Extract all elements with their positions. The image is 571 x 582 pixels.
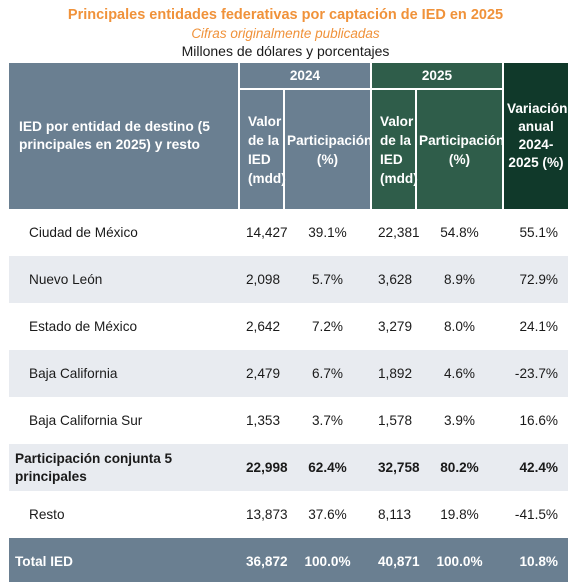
- annual-variation: 55.1%: [503, 209, 568, 256]
- total-label: Total IED: [9, 538, 239, 582]
- entity-name: Ciudad de México: [9, 209, 239, 256]
- share-2025: 4.6%: [416, 350, 503, 397]
- share-2025: 19.8%: [416, 491, 503, 538]
- table-row: Estado de México 2,642 7.2% 3,279 8.0% 2…: [9, 303, 568, 350]
- share-2024: 6.7%: [284, 350, 371, 397]
- report-title: Principales entidades federativas por ca…: [67, 7, 504, 23]
- variation-header: Variación anual 2024-2025 (%): [502, 63, 568, 209]
- value-2025: 32,758: [371, 444, 420, 491]
- entity-name: Resto: [9, 491, 239, 538]
- table-row-total: Total IED 36,872 100.0% 40,871 100.0% 10…: [9, 538, 568, 582]
- share-2024: 39.1%: [284, 209, 371, 256]
- report-subtitle: Cifras originalmente publicadas: [191, 26, 380, 41]
- share-2025: 54.8%: [416, 209, 503, 256]
- share-2025: 8.0%: [416, 303, 503, 350]
- year-2025-header: 2025: [370, 63, 503, 89]
- value-2025: 3,628: [371, 256, 416, 303]
- value-2024: 14,427: [239, 209, 288, 256]
- value-2025: 22,381: [371, 209, 420, 256]
- value-2024: 2,098: [239, 256, 284, 303]
- share-2024: 5.7%: [284, 256, 371, 303]
- share-2024: 37.6%: [284, 491, 371, 538]
- value-2025: 3,279: [371, 303, 416, 350]
- value-2024: 2,479: [239, 350, 284, 397]
- value-2025: 1,892: [371, 350, 416, 397]
- value-2024: 22,998: [239, 444, 288, 491]
- row-header-label: IED por entidad de destino (5 principale…: [9, 63, 239, 209]
- value-2024: 13,873: [239, 491, 288, 538]
- ied-table: IED por entidad de destino (5 principale…: [9, 63, 568, 582]
- value-2024: 1,353: [239, 397, 284, 444]
- share-2025-header: Participación (%): [415, 88, 504, 209]
- annual-variation: 42.4%: [503, 444, 568, 491]
- entity-name: Baja California Sur: [9, 397, 239, 444]
- table-row: Nuevo León 2,098 5.7% 3,628 8.9% 72.9%: [9, 256, 568, 303]
- total-share-2024: 100.0%: [284, 538, 371, 582]
- share-2024: 7.2%: [284, 303, 371, 350]
- table-row: Resto 13,873 37.6% 8,113 19.8% -41.5%: [9, 491, 568, 538]
- annual-variation: 72.9%: [503, 256, 568, 303]
- annual-variation: -41.5%: [503, 491, 568, 538]
- annual-variation: 24.1%: [503, 303, 568, 350]
- value-2025: 8,113: [371, 491, 416, 538]
- share-2024: 62.4%: [284, 444, 371, 491]
- entity-name: Participación conjunta 5 principales: [9, 444, 239, 491]
- total-variation: 10.8%: [503, 538, 568, 582]
- entity-name: Estado de México: [9, 303, 239, 350]
- value-2024-header: Valor de la IED (mdd): [238, 88, 286, 209]
- share-2024: 3.7%: [284, 397, 371, 444]
- total-share-2025: 100.0%: [416, 538, 503, 582]
- share-2025: 8.9%: [416, 256, 503, 303]
- share-2025: 3.9%: [416, 397, 503, 444]
- entity-name: Baja California: [9, 350, 239, 397]
- table-row: Baja California 2,479 6.7% 1,892 4.6% -2…: [9, 350, 568, 397]
- year-2024-header: 2024: [238, 63, 371, 89]
- total-value-2025: 40,871: [371, 538, 420, 582]
- annual-variation: -23.7%: [503, 350, 568, 397]
- annual-variation: 16.6%: [503, 397, 568, 444]
- value-2025: 1,578: [371, 397, 416, 444]
- value-2024: 2,642: [239, 303, 284, 350]
- total-value-2024: 36,872: [239, 538, 288, 582]
- table-row-subtotal: Participación conjunta 5 principales 22,…: [9, 444, 568, 491]
- share-2024-header: Participación (%): [283, 88, 372, 209]
- table-row: Ciudad de México 14,427 39.1% 22,381 54.…: [9, 209, 568, 256]
- value-2025-header: Valor de la IED (mdd): [370, 88, 418, 209]
- share-2025: 80.2%: [416, 444, 503, 491]
- entity-name: Nuevo León: [9, 256, 239, 303]
- units-note: Millones de dólares y porcentajes: [181, 43, 390, 59]
- table-row: Baja California Sur 1,353 3.7% 1,578 3.9…: [9, 397, 568, 444]
